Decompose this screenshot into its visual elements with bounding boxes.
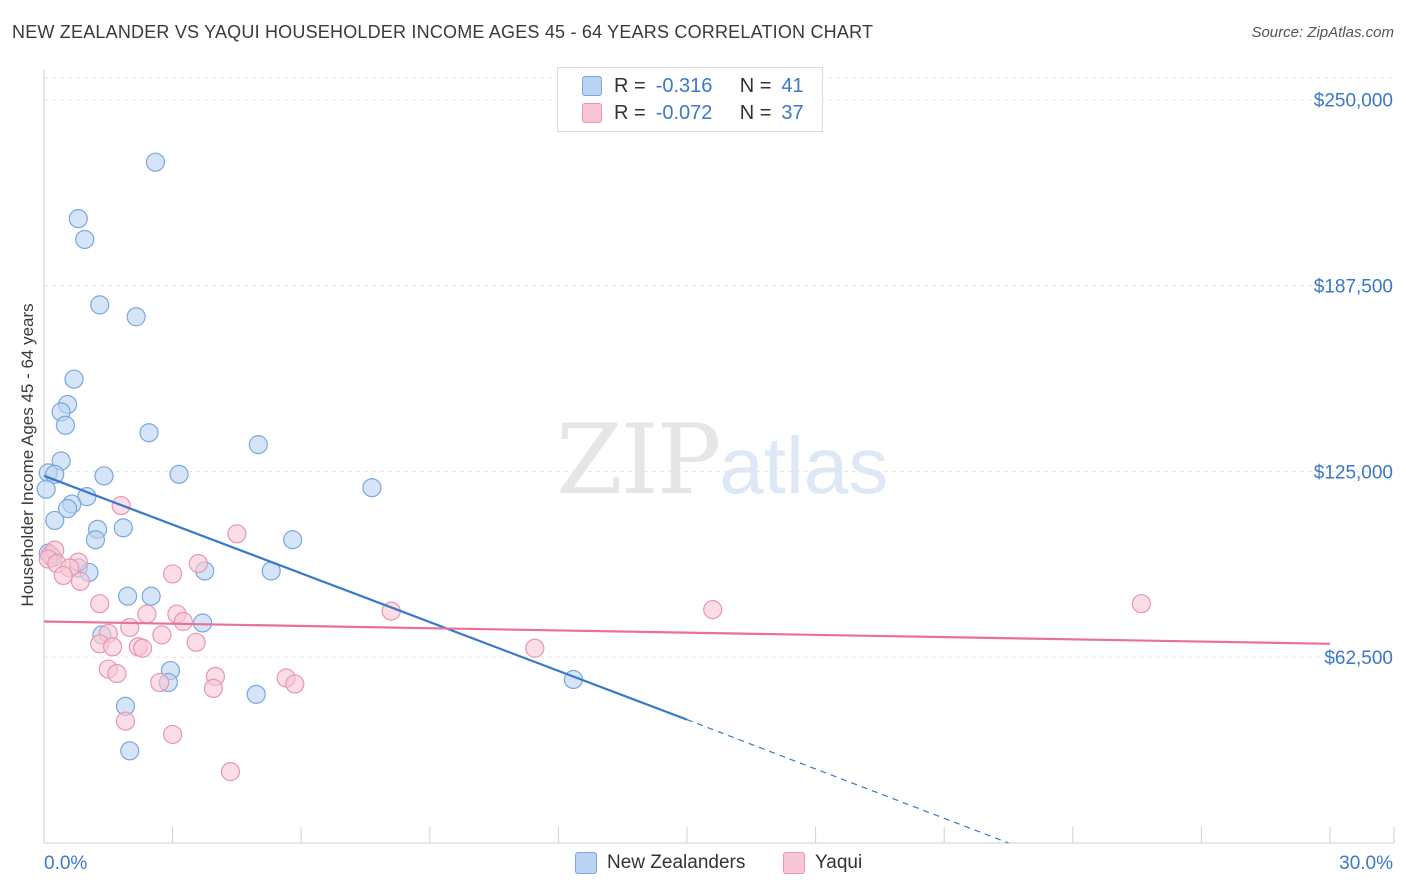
point-new-zealanders: [246, 684, 266, 704]
point-new-zealanders: [57, 498, 78, 519]
point-yaqui: [120, 617, 140, 638]
legend-r-value: -0.316: [655, 74, 713, 97]
point-new-zealanders: [36, 479, 56, 499]
point-yaqui: [163, 564, 183, 584]
point-new-zealanders: [75, 229, 95, 250]
point-yaqui: [137, 604, 157, 624]
point-new-zealanders: [139, 423, 159, 443]
point-yaqui: [115, 711, 136, 731]
point-yaqui: [525, 638, 545, 658]
point-new-zealanders: [113, 518, 133, 538]
legend-r-value: -0.072: [655, 101, 713, 124]
x-tick-label-min: 0.0%: [44, 853, 87, 874]
point-new-zealanders: [64, 369, 84, 389]
point-yaqui: [220, 762, 241, 782]
point-new-zealanders: [90, 295, 110, 315]
point-new-zealanders: [362, 478, 382, 498]
x-tick-label-max: 30.0%: [1339, 853, 1393, 874]
point-yaqui: [107, 663, 127, 684]
point-yaqui: [173, 611, 193, 632]
y-tick-label: $125,000: [1314, 462, 1393, 483]
point-yaqui: [90, 594, 110, 614]
point-yaqui: [285, 674, 305, 694]
point-new-zealanders: [126, 307, 146, 327]
point-yaqui: [102, 637, 123, 657]
legend-n-value: 41: [781, 74, 804, 97]
chart-title: NEW ZEALANDER VS YAQUI HOUSEHOLDER INCOM…: [12, 22, 874, 42]
legend-r-label: R =: [614, 101, 646, 124]
bottom-legend-swatch-yaqui: [783, 852, 805, 874]
legend-swatch-yaqui: [582, 103, 602, 123]
point-new-zealanders: [169, 464, 189, 484]
point-new-zealanders: [55, 415, 76, 435]
legend-n-label: N =: [739, 74, 772, 97]
point-new-zealanders: [283, 530, 303, 550]
point-yaqui: [188, 553, 208, 574]
point-new-zealanders: [145, 152, 166, 172]
point-yaqui: [703, 600, 723, 620]
trend-line-yaqui: [43, 620, 1331, 645]
point-yaqui: [150, 672, 170, 693]
bottom-legend-yaqui: Yaqui: [783, 852, 862, 874]
point-yaqui: [186, 632, 206, 652]
bottom-legend-label-new-zealanders: New Zealanders: [607, 852, 746, 873]
legend-r-label: R =: [614, 74, 646, 97]
watermark-zip: ZIP: [556, 404, 721, 516]
watermark-atlas: atlas: [719, 421, 889, 510]
point-new-zealanders: [117, 586, 138, 606]
point-yaqui: [152, 625, 172, 645]
trend-line-new-zealanders: [43, 474, 688, 721]
y-axis-label: Householder Income Ages 45 - 64 years: [18, 303, 37, 607]
point-new-zealanders: [248, 435, 268, 455]
legend-n-label: N =: [739, 101, 772, 124]
point-yaqui: [227, 524, 247, 544]
legend-n-value: 37: [781, 101, 804, 124]
bottom-legend-swatch-new-zealanders: [575, 852, 597, 874]
point-yaqui: [203, 678, 223, 699]
bottom-legend-label-yaqui: Yaqui: [815, 852, 863, 873]
point-new-zealanders: [141, 586, 161, 606]
trend-line-extension-new-zealanders: [686, 719, 1009, 844]
point-new-zealanders: [45, 510, 65, 531]
correlation-legend: R = -0.316 N = 41 R = -0.072 N = 37: [557, 67, 823, 132]
legend-row-new-zealanders: R = -0.316 N = 41: [582, 74, 804, 98]
point-new-zealanders: [85, 530, 106, 550]
source-label: Source: ZipAtlas.com: [1251, 24, 1394, 41]
point-yaqui: [53, 565, 73, 586]
legend-row-yaqui: R = -0.072 N = 37: [582, 101, 804, 125]
point-yaqui: [1131, 594, 1151, 614]
point-new-zealanders: [94, 466, 114, 486]
point-yaqui: [163, 724, 183, 745]
y-tick-label: $250,000: [1314, 91, 1393, 112]
point-new-zealanders: [120, 741, 140, 761]
bottom-legend-new-zealanders: New Zealanders: [575, 852, 745, 874]
point-yaqui: [70, 571, 91, 591]
watermark: ZIPatlas: [556, 404, 888, 516]
y-tick-label: $187,500: [1314, 277, 1393, 298]
point-yaqui: [132, 638, 153, 658]
y-tick-label: $62,500: [1324, 648, 1393, 669]
point-new-zealanders: [68, 209, 88, 229]
legend-swatch-new-zealanders: [582, 76, 602, 96]
point-new-zealanders: [193, 613, 213, 633]
